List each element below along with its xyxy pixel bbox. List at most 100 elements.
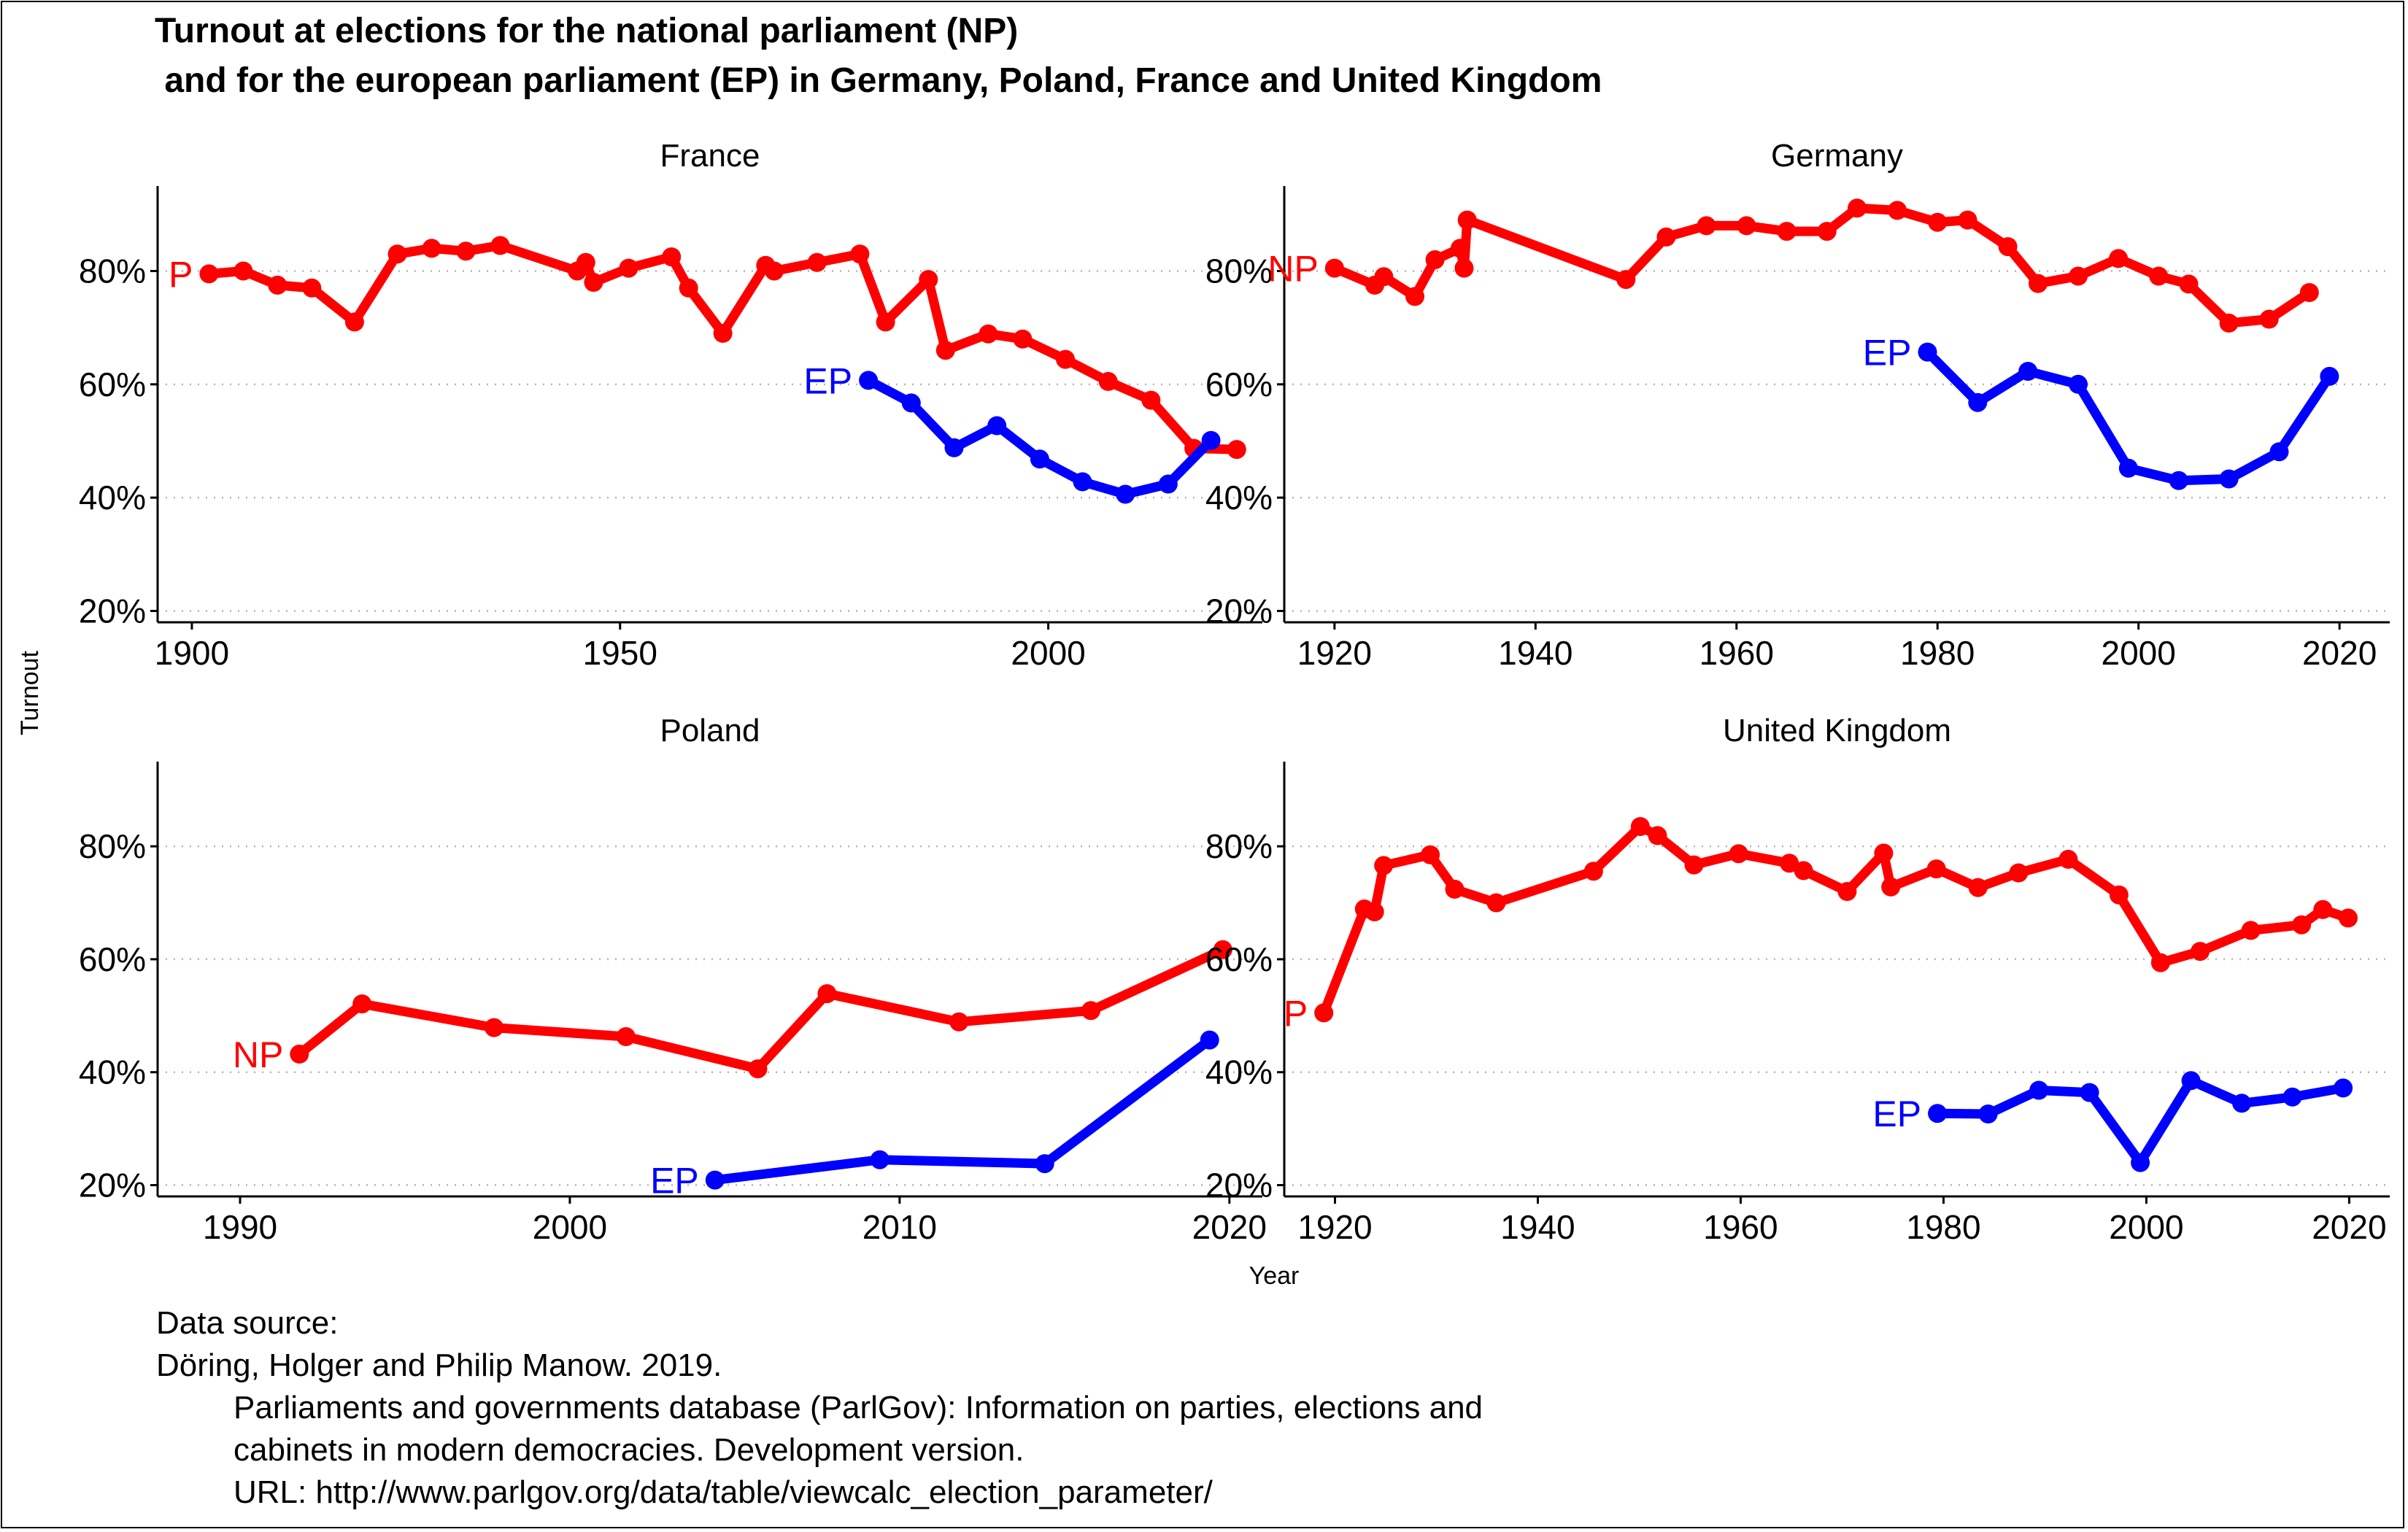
data-point <box>1227 440 1246 460</box>
panel-title: Poland <box>660 713 760 748</box>
panel-france: France 20% 40% 60% 80% 1900 1950 2000 P EP <box>79 138 1262 672</box>
data-point <box>2109 249 2129 268</box>
y-tick-label: 20% <box>79 592 146 630</box>
series-label-ep: EP <box>650 1161 699 1202</box>
data-point <box>1486 893 1506 913</box>
y-tick-label: 20% <box>1205 1167 1273 1204</box>
data-point <box>1365 902 1384 921</box>
data-point <box>1425 250 1445 269</box>
x-tick-label: 1950 <box>583 634 657 672</box>
x-tick-label: 1980 <box>1900 634 1975 672</box>
data-point <box>2181 1071 2201 1091</box>
data-point <box>817 984 837 1004</box>
data-point <box>2339 908 2358 928</box>
data-point <box>2259 309 2279 329</box>
data-point <box>1213 940 1232 959</box>
y-axis-title: Turnout <box>16 650 44 735</box>
caption-line: cabinets in modern democracies. Developm… <box>234 1432 1024 1468</box>
data-point <box>987 416 1007 436</box>
x-tick-label: 1960 <box>1699 634 1774 672</box>
data-point <box>2320 366 2339 386</box>
series-label-np: NP <box>233 1034 283 1075</box>
data-point <box>949 1012 969 1032</box>
data-point <box>1968 878 1988 897</box>
data-point <box>807 252 827 272</box>
panel-united-kingdom: United Kingdom 20% 40% 60% 80% 1920 1940 1960 19… <box>1205 713 2390 1246</box>
data-point <box>2169 471 2188 490</box>
data-point <box>2232 1094 2252 1113</box>
data-point <box>2058 849 2078 869</box>
data-point <box>919 270 938 290</box>
series-np: NP <box>1267 198 2319 333</box>
data-point <box>456 241 476 261</box>
data-point <box>2241 921 2261 940</box>
data-point <box>1926 859 1946 879</box>
data-point <box>1881 877 1901 897</box>
data-point <box>2299 283 2319 302</box>
caption-line: Data source: <box>156 1305 338 1341</box>
series-label-np: NP <box>1267 249 1318 290</box>
data-point <box>1616 270 1636 290</box>
data-point <box>1630 817 1650 836</box>
data-point <box>2292 915 2312 935</box>
x-tick-label: 2000 <box>1011 634 1085 672</box>
data-point <box>662 247 682 267</box>
data-point <box>1656 227 1676 247</box>
series-np: NP <box>233 940 1232 1079</box>
data-point <box>2179 274 2199 294</box>
series-line-ep <box>1932 1075 2348 1168</box>
data-point <box>485 1018 503 1037</box>
data-point <box>1888 201 1907 220</box>
data-point <box>1583 862 1603 881</box>
data-point <box>2029 1080 2049 1100</box>
data-point <box>1457 210 1477 230</box>
x-tick-label: 2020 <box>2312 1208 2386 1246</box>
data-point <box>1158 474 1178 494</box>
data-point <box>1451 239 1470 258</box>
data-point <box>1697 216 1716 236</box>
data-point <box>1918 342 1937 362</box>
data-point <box>1777 222 1797 241</box>
data-point <box>1013 329 1033 349</box>
data-point <box>1445 879 1465 899</box>
data-point <box>765 261 784 281</box>
series-ep: EP <box>1863 333 2339 490</box>
y-tick-label: 40% <box>79 479 146 517</box>
data-point <box>2149 266 2169 286</box>
series-label-ep: EP <box>803 360 852 401</box>
data-point <box>1030 449 1049 469</box>
data-point <box>1780 854 1799 873</box>
data-point <box>2069 374 2088 394</box>
data-point <box>1141 390 1161 410</box>
x-tick-label: 2000 <box>2102 634 2176 672</box>
data-point <box>705 1170 725 1190</box>
panel-title: Germany <box>1771 138 1903 174</box>
data-point <box>490 236 510 255</box>
data-point <box>199 264 219 284</box>
chart-title-line-2: and for the european parliament (EP) in … <box>155 61 1602 100</box>
x-tick-label: 1920 <box>1297 1208 1372 1246</box>
data-point <box>679 278 698 298</box>
data-point <box>387 244 407 264</box>
data-point <box>2080 1083 2099 1102</box>
x-tick-label: 1990 <box>203 1208 277 1246</box>
data-point <box>302 278 322 298</box>
data-point <box>1978 1104 1998 1123</box>
data-point <box>1374 856 1394 875</box>
x-tick-label: 1940 <box>1498 634 1572 672</box>
data-point <box>2109 885 2129 905</box>
data-point <box>850 244 870 264</box>
data-point <box>2334 1078 2353 1098</box>
x-tick-label: 1980 <box>1906 1208 1980 1246</box>
data-point <box>1098 371 1118 391</box>
y-tick-label: 80% <box>1205 252 1273 290</box>
data-point <box>234 261 253 281</box>
data-point <box>1794 861 1813 881</box>
data-point <box>1421 845 1440 864</box>
y-tick-label: 40% <box>1205 1053 1273 1091</box>
series-np: P <box>1284 817 2358 1034</box>
data-point <box>2269 442 2289 462</box>
series-line-ep <box>710 1035 1215 1185</box>
data-point <box>1081 1001 1100 1021</box>
